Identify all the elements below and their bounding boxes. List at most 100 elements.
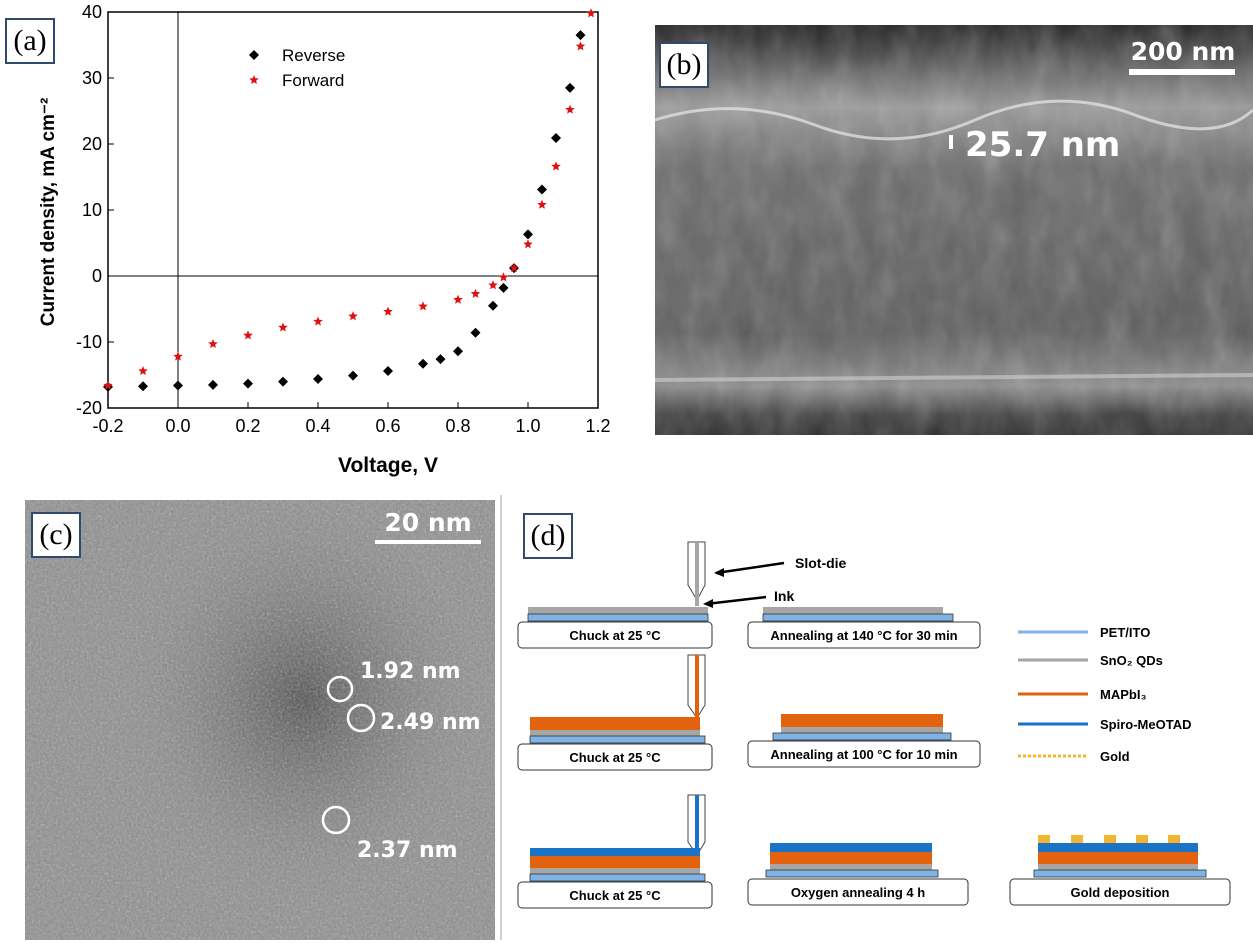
ink-label: Ink [774, 588, 794, 604]
chart-frame [107, 11, 599, 409]
x-tick-label: 0.6 [375, 416, 400, 436]
point-reverse [243, 378, 253, 389]
panel-label-a: (a) [5, 18, 55, 64]
slot-die-label: Slot-die [795, 555, 847, 571]
tem-image: 20 nm 1.92 nm 2.49 nm 2.37 nm [25, 500, 495, 940]
point-reverse [565, 82, 575, 93]
tem-scale-bar-label: 20 nm [384, 508, 471, 537]
step-label-3: Chuck at 25 °C [569, 750, 661, 765]
point-forward [453, 294, 463, 304]
legend-gold: Gold [1100, 749, 1130, 764]
legend-marker-reverse [249, 50, 259, 60]
y-tick-label: 10 [82, 200, 102, 220]
point-forward [488, 280, 498, 290]
legend-spiro: Spiro-MeOTAD [1100, 717, 1191, 732]
point-forward [243, 330, 253, 340]
plot-area [107, 11, 599, 409]
chart-legend: Reverse Forward [249, 46, 345, 90]
legend-mapbi3: MAPbI₃ [1100, 687, 1146, 702]
point-reverse [523, 229, 533, 240]
chart-ticks: -0.2 0.0 0.2 0.4 0.6 0.8 1.0 1.2 -20 -10 0 10 20 30 40 [76, 2, 611, 436]
x-tick-label: 0.0 [165, 416, 190, 436]
step-2-annealing-140: Annealing at 140 °C for 30 min [747, 607, 981, 649]
legend-marker-forward [249, 75, 259, 84]
legend-pet-ito: PET/ITO [1100, 625, 1150, 640]
particle-label-2: 2.49 nm [380, 710, 481, 735]
point-forward [103, 380, 113, 390]
point-reverse [575, 30, 586, 41]
y-tick-label: -10 [76, 332, 102, 352]
point-forward [586, 8, 596, 18]
step-label-2: Annealing at 140 °C for 30 min [770, 628, 957, 643]
point-forward [138, 366, 148, 376]
x-tick-label: -0.2 [92, 416, 123, 436]
point-reverse [435, 354, 446, 365]
step-label-6: Oxygen annealing 4 h [791, 885, 925, 900]
point-forward [418, 301, 428, 311]
x-tick-label: 0.2 [235, 416, 260, 436]
point-reverse [173, 380, 183, 391]
step-7-gold-deposition: Gold deposition [1009, 835, 1231, 906]
panel-label-b: (b) [659, 42, 709, 88]
point-reverse [348, 370, 358, 381]
point-forward [565, 104, 575, 114]
y-tick-label: 40 [82, 2, 102, 22]
step-5-slot-die-spiro: Chuck at 25 °C [517, 794, 713, 909]
x-tick-label: 0.4 [305, 416, 330, 436]
panel-divider [500, 495, 502, 940]
point-reverse [488, 300, 498, 311]
x-tick-label: 0.8 [445, 416, 470, 436]
legend-sno2: SnO₂ QDs [1100, 653, 1163, 668]
point-reverse [138, 381, 148, 392]
particle-label-3: 2.37 nm [357, 838, 458, 863]
jv-chart: -0.2 0.0 0.2 0.4 0.6 0.8 1.0 1.2 -20 -10 0 10 20 30 40… [38, 2, 611, 477]
panel-label-c: (c) [31, 512, 81, 558]
step-label-7: Gold deposition [1071, 885, 1170, 900]
sem-thickness-label: 25.7 nm [965, 125, 1120, 165]
step-1-slot-die-sno2: Chuck at 25 °C [517, 541, 713, 649]
y-tick-label: 30 [82, 68, 102, 88]
step-label-1: Chuck at 25 °C [569, 628, 661, 643]
point-forward [509, 263, 519, 273]
y-tick-label: -20 [76, 398, 102, 418]
point-reverse [551, 133, 561, 144]
point-reverse [418, 358, 428, 369]
sem-scale-bar-label: 200 nm [1131, 37, 1236, 66]
step-label-4: Annealing at 100 °C for 10 min [770, 747, 957, 762]
point-forward [208, 339, 218, 348]
x-tick-label: 1.2 [585, 416, 610, 436]
panel-label-d: (d) [523, 513, 573, 559]
point-forward [348, 311, 358, 321]
step-label-5: Chuck at 25 °C [569, 888, 661, 903]
point-forward [523, 239, 533, 249]
point-forward [498, 272, 509, 282]
point-reverse [453, 346, 463, 357]
step-4-annealing-100: Annealing at 100 °C for 10 min [747, 714, 981, 768]
particle-label-1: 1.92 nm [360, 659, 461, 684]
point-forward [173, 351, 183, 361]
point-reverse [470, 327, 481, 338]
point-reverse [278, 376, 288, 387]
legend-label-forward: Forward [282, 71, 344, 90]
point-forward [278, 322, 288, 332]
x-tick-label: 1.0 [515, 416, 540, 436]
step-3-slot-die-perovskite: Chuck at 25 °C [517, 654, 713, 771]
sem-cross-section-image: 200 nm 25.7 nm [655, 25, 1253, 435]
point-forward [551, 161, 561, 171]
point-forward [470, 288, 481, 298]
chart-points [103, 8, 596, 392]
process-schematic: Chuck at 25 °C Slot-die Ink Annealing at… [517, 541, 1231, 909]
point-reverse [383, 366, 393, 377]
step-6-oxygen-annealing: Oxygen annealing 4 h [747, 843, 969, 906]
point-forward [383, 306, 393, 316]
layer-legend: PET/ITO SnO₂ QDs MAPbI₃ Spiro-MeOTAD Gol… [1018, 625, 1191, 764]
point-forward [537, 199, 547, 209]
y-tick-label: 0 [92, 266, 102, 286]
point-reverse [313, 373, 323, 384]
point-forward [313, 316, 323, 326]
point-reverse [498, 282, 509, 293]
point-reverse [537, 184, 547, 195]
point-reverse [208, 379, 218, 390]
series-forward [103, 8, 596, 390]
y-tick-label: 20 [82, 134, 102, 154]
